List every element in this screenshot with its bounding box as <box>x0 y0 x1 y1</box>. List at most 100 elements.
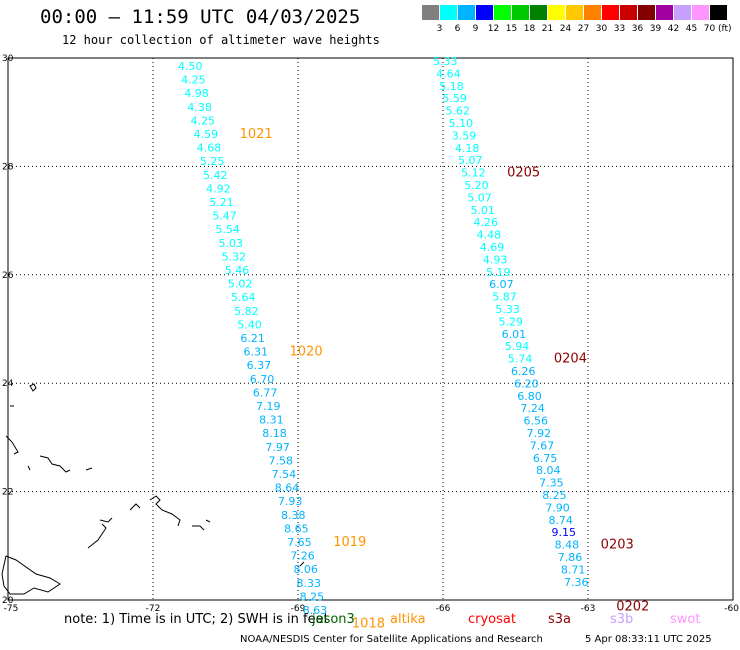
wave-height-value: 7.90 <box>545 501 570 514</box>
legend-label: 15 <box>505 24 518 34</box>
wave-height-value: 5.10 <box>449 117 474 130</box>
legend-swatch <box>638 5 655 20</box>
lon-tick-label: -75 <box>4 604 19 614</box>
wave-height-value: 8.25 <box>542 489 567 502</box>
wave-height-value: 5.25 <box>200 155 225 168</box>
wave-height-value: 5.64 <box>231 291 256 304</box>
wave-height-value: 3.59 <box>452 129 477 142</box>
wave-height-value: 5.18 <box>439 80 464 93</box>
wave-height-value: 5.62 <box>445 105 470 118</box>
wave-height-value: 4.38 <box>187 101 212 114</box>
pass-time-label: 1021 <box>240 127 273 142</box>
legend-swatch <box>656 5 673 20</box>
wave-height-value: 5.87 <box>492 291 517 304</box>
wave-height-value: 6.77 <box>253 386 278 399</box>
coastline <box>1 383 305 595</box>
wave-height-value: 7.19 <box>256 400 281 413</box>
wave-height-value: 8.18 <box>262 427 287 440</box>
satellite-s3a: s3a <box>548 612 572 627</box>
legend-swatch <box>548 5 565 20</box>
wave-height-value: 8.06 <box>293 563 318 576</box>
legend-label: 24 <box>559 24 572 34</box>
wave-height-value: 4.25 <box>181 74 206 87</box>
wave-height-value: 4.26 <box>474 216 499 229</box>
legend-swatch <box>440 5 457 20</box>
legend-label: 45 <box>685 24 698 34</box>
satellite-jason3: jason3 <box>312 612 355 627</box>
legend-label: 30 <box>595 24 608 34</box>
wave-height-value: 4.93 <box>483 253 508 266</box>
wave-height-value: 5.19 <box>486 266 511 279</box>
legend-label: 21 <box>541 24 554 34</box>
legend-swatch <box>476 5 493 20</box>
wave-height-value: 7.65 <box>287 536 312 549</box>
wave-height-value: 7.24 <box>520 402 545 415</box>
wave-height-value: 8.48 <box>555 539 580 552</box>
legend-swatch <box>602 5 619 20</box>
wave-height-value: 5.02 <box>228 278 253 291</box>
wave-height-value: 8.38 <box>281 509 306 522</box>
lat-tick-label: 30 <box>2 54 14 64</box>
satellite-cryosat: cryosat <box>468 612 516 627</box>
wave-height-value: 6.70 <box>250 373 275 386</box>
credit-line: NOAA/NESDIS Center for Satellite Applica… <box>240 634 543 645</box>
generated-timestamp: 5 Apr 08:33:11 UTC 2025 <box>585 634 712 645</box>
wave-height-value: 4.18 <box>455 142 480 155</box>
wave-height-value: 7.92 <box>527 427 552 440</box>
wave-height-value: 8.25 <box>300 590 325 603</box>
wave-height-value: 5.54 <box>215 223 240 236</box>
wave-height-value: 4.68 <box>197 142 222 155</box>
legend-unit: (ft) <box>718 24 732 34</box>
satellite-s3b: s3b <box>610 612 634 627</box>
wave-height-value: 8.64 <box>275 482 300 495</box>
wave-height-value: 8.74 <box>548 514 573 527</box>
footer-note: note: 1) Time is in UTC; 2) SWH is in fe… <box>64 612 329 627</box>
wave-height-value: 8.71 <box>561 563 586 576</box>
wave-height-value: 7.26 <box>290 550 315 563</box>
legend-swatch <box>584 5 601 20</box>
legend-label: 42 <box>667 24 680 34</box>
wave-height-value: 7.86 <box>558 551 583 564</box>
satellite-swot: swot <box>670 612 701 627</box>
wave-height-value: 8.65 <box>284 522 309 535</box>
legend-swatch <box>422 5 439 20</box>
legend-label: 27 <box>577 24 590 34</box>
legend-swatch <box>512 5 529 20</box>
wave-height-value: 6.26 <box>511 365 536 378</box>
legend-swatch <box>620 5 637 20</box>
legend-swatch <box>530 5 547 20</box>
legend-swatch <box>494 5 511 20</box>
wave-height-value: 5.07 <box>458 154 483 167</box>
wave-height-value: 6.01 <box>502 328 527 341</box>
wave-height-value: 4.98 <box>184 87 209 100</box>
wave-height-value: 5.01 <box>470 204 495 217</box>
pass-time-label: 1020 <box>290 345 323 360</box>
page-subtitle: 12 hour collection of altimeter wave hei… <box>62 33 380 47</box>
lon-tick-label: -63 <box>581 604 596 614</box>
legend-swatch <box>458 5 475 20</box>
wave-height-value: 4.69 <box>480 241 505 254</box>
wave-height-value: 6.80 <box>517 390 542 403</box>
wave-height-value: 6.75 <box>533 452 558 465</box>
wave-height-value: 4.59 <box>194 128 219 141</box>
map-grid: 30 28 26 24 22 20-75 -72 -69 -66 -63 -60 <box>2 54 739 614</box>
legend-label: 6 <box>454 24 461 34</box>
wave-height-value: 5.59 <box>442 92 467 105</box>
wave-height-value: 6.37 <box>247 359 272 372</box>
lon-tick-label: -66 <box>436 604 451 614</box>
map-frame <box>7 57 734 601</box>
wave-height-value: 6.20 <box>514 377 539 390</box>
wave-height-value: 5.82 <box>234 305 259 318</box>
wave-height-value: 4.64 <box>436 67 461 80</box>
lon-tick-label: -69 <box>291 604 306 614</box>
lat-tick-label: 24 <box>2 379 14 389</box>
altimeter-tracks: 4.504.254.984.384.254.594.685.255.424.92… <box>178 55 649 632</box>
wave-height-value: 4.48 <box>477 229 502 242</box>
wave-height-value: 8.63 <box>303 604 328 617</box>
wave-height-value: 7.36 <box>564 576 589 589</box>
wave-height-value: 7.97 <box>265 441 290 454</box>
pass-time-label: 1018 <box>352 617 385 632</box>
wave-height-value: 7.54 <box>272 468 297 481</box>
wave-height-value: 5.46 <box>225 264 250 277</box>
legend-label: 18 <box>523 24 536 34</box>
